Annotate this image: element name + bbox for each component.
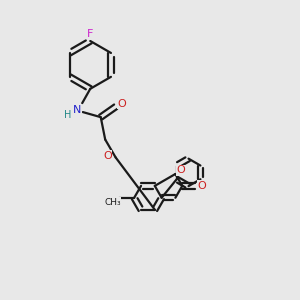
Text: O: O: [118, 99, 127, 109]
Text: H: H: [64, 110, 71, 120]
Text: N: N: [73, 105, 81, 115]
Text: O: O: [103, 151, 112, 161]
Text: F: F: [87, 29, 94, 39]
Text: O: O: [176, 165, 185, 176]
Text: CH₃: CH₃: [104, 198, 121, 207]
Text: O: O: [197, 181, 206, 191]
